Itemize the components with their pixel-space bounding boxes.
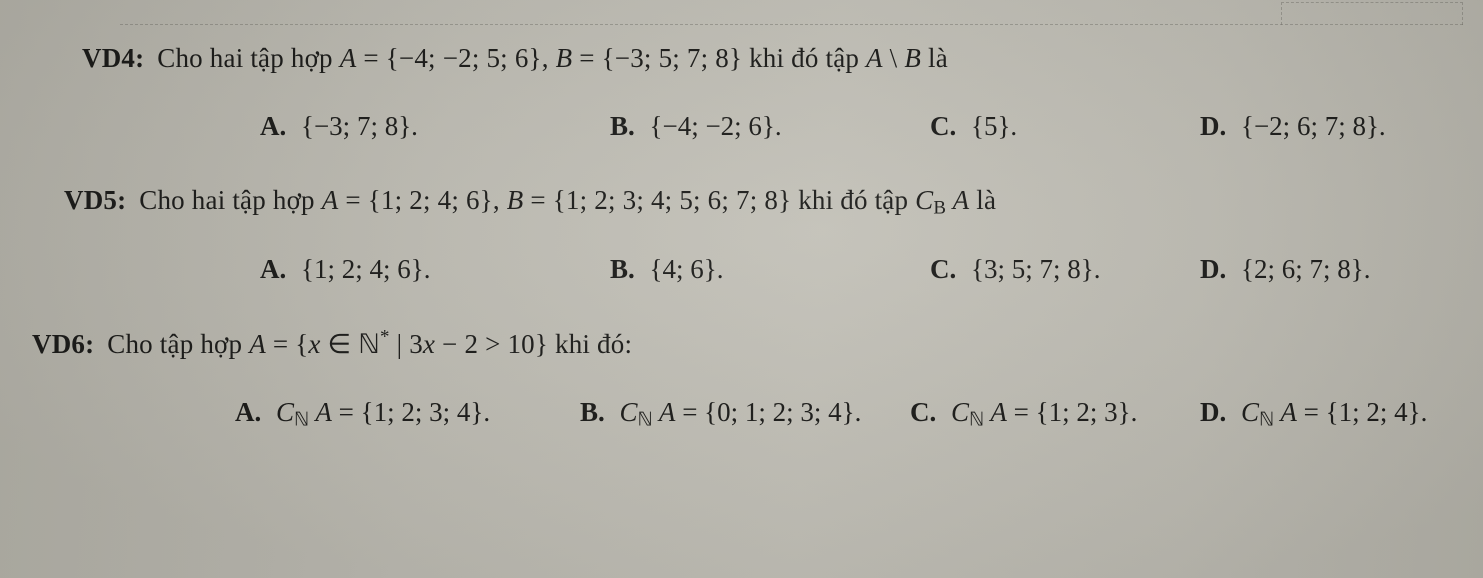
option-letter: B.	[610, 254, 635, 284]
exam-page: VD4: Cho hai tập hợp A = {−4; −2; 5; 6},…	[0, 0, 1483, 578]
option-text: Cℕ A = {1; 2; 4}.	[1241, 397, 1427, 427]
option-text: {−3; 7; 8}.	[301, 111, 418, 141]
option-text: Cℕ A = {1; 2; 3}.	[951, 397, 1137, 427]
option-b: B. Cℕ A = {0; 1; 2; 3; 4}.	[580, 394, 910, 434]
dashed-box-corner	[1281, 2, 1463, 25]
option-d: D. {2; 6; 7; 8}.	[1200, 251, 1461, 289]
option-a: A. Cℕ A = {1; 2; 3; 4}.	[235, 394, 580, 434]
question-label: VD6:	[32, 329, 94, 359]
option-text: Cℕ A = {1; 2; 3; 4}.	[276, 397, 490, 427]
question-text: Cho hai tập hợp A = {1; 2; 4; 6}, B = {1…	[139, 185, 996, 215]
question-stem: VD6: Cho tập hợp A = {x ∈ ℕ* | 3x − 2 > …	[30, 322, 1461, 365]
option-c: C. {5}.	[930, 108, 1200, 146]
question-label: VD5:	[64, 185, 126, 215]
option-a: A. {1; 2; 4; 6}.	[260, 251, 610, 289]
question-vd4: VD4: Cho hai tập hợp A = {−4; −2; 5; 6},…	[30, 38, 1461, 146]
option-text: {2; 6; 7; 8}.	[1241, 254, 1370, 284]
option-b: B. {−4; −2; 6}.	[610, 108, 930, 146]
option-text: {−4; −2; 6}.	[650, 111, 782, 141]
option-c: C. {3; 5; 7; 8}.	[930, 251, 1200, 289]
question-text: Cho hai tập hợp A = {−4; −2; 5; 6}, B = …	[157, 43, 948, 73]
question-stem: VD5: Cho hai tập hợp A = {1; 2; 4; 6}, B…	[30, 180, 1461, 223]
option-a: A. {−3; 7; 8}.	[260, 108, 610, 146]
question-vd6: VD6: Cho tập hợp A = {x ∈ ℕ* | 3x − 2 > …	[30, 322, 1461, 433]
option-text: {4; 6}.	[650, 254, 724, 284]
option-letter: A.	[235, 397, 261, 427]
option-c: C. Cℕ A = {1; 2; 3}.	[910, 394, 1200, 434]
options-row: A. {1; 2; 4; 6}. B. {4; 6}. C. {3; 5; 7;…	[30, 251, 1461, 289]
options-row: A. {−3; 7; 8}. B. {−4; −2; 6}. C. {5}. D…	[30, 108, 1461, 146]
option-d: D. {−2; 6; 7; 8}.	[1200, 108, 1461, 146]
question-text: Cho tập hợp A = {x ∈ ℕ* | 3x − 2 > 10} k…	[107, 329, 632, 359]
option-letter: A.	[260, 254, 286, 284]
option-letter: C.	[930, 254, 956, 284]
option-text: {−2; 6; 7; 8}.	[1241, 111, 1386, 141]
option-text: {3; 5; 7; 8}.	[971, 254, 1100, 284]
options-row: A. Cℕ A = {1; 2; 3; 4}. B. Cℕ A = {0; 1;…	[30, 394, 1461, 434]
dashed-separator	[120, 2, 1463, 25]
option-letter: A.	[260, 111, 286, 141]
option-d: D. Cℕ A = {1; 2; 4}.	[1200, 394, 1461, 434]
option-text: {1; 2; 4; 6}.	[301, 254, 430, 284]
option-letter: D.	[1200, 254, 1226, 284]
option-letter: D.	[1200, 397, 1226, 427]
option-letter: B.	[580, 397, 605, 427]
question-vd5: VD5: Cho hai tập hợp A = {1; 2; 4; 6}, B…	[30, 180, 1461, 289]
option-letter: D.	[1200, 111, 1226, 141]
option-text: {5}.	[971, 111, 1017, 141]
question-stem: VD4: Cho hai tập hợp A = {−4; −2; 5; 6},…	[30, 38, 1461, 80]
question-label: VD4:	[82, 43, 144, 73]
option-letter: C.	[910, 397, 936, 427]
option-text: Cℕ A = {0; 1; 2; 3; 4}.	[620, 397, 862, 427]
option-b: B. {4; 6}.	[610, 251, 930, 289]
option-letter: B.	[610, 111, 635, 141]
option-letter: C.	[930, 111, 956, 141]
